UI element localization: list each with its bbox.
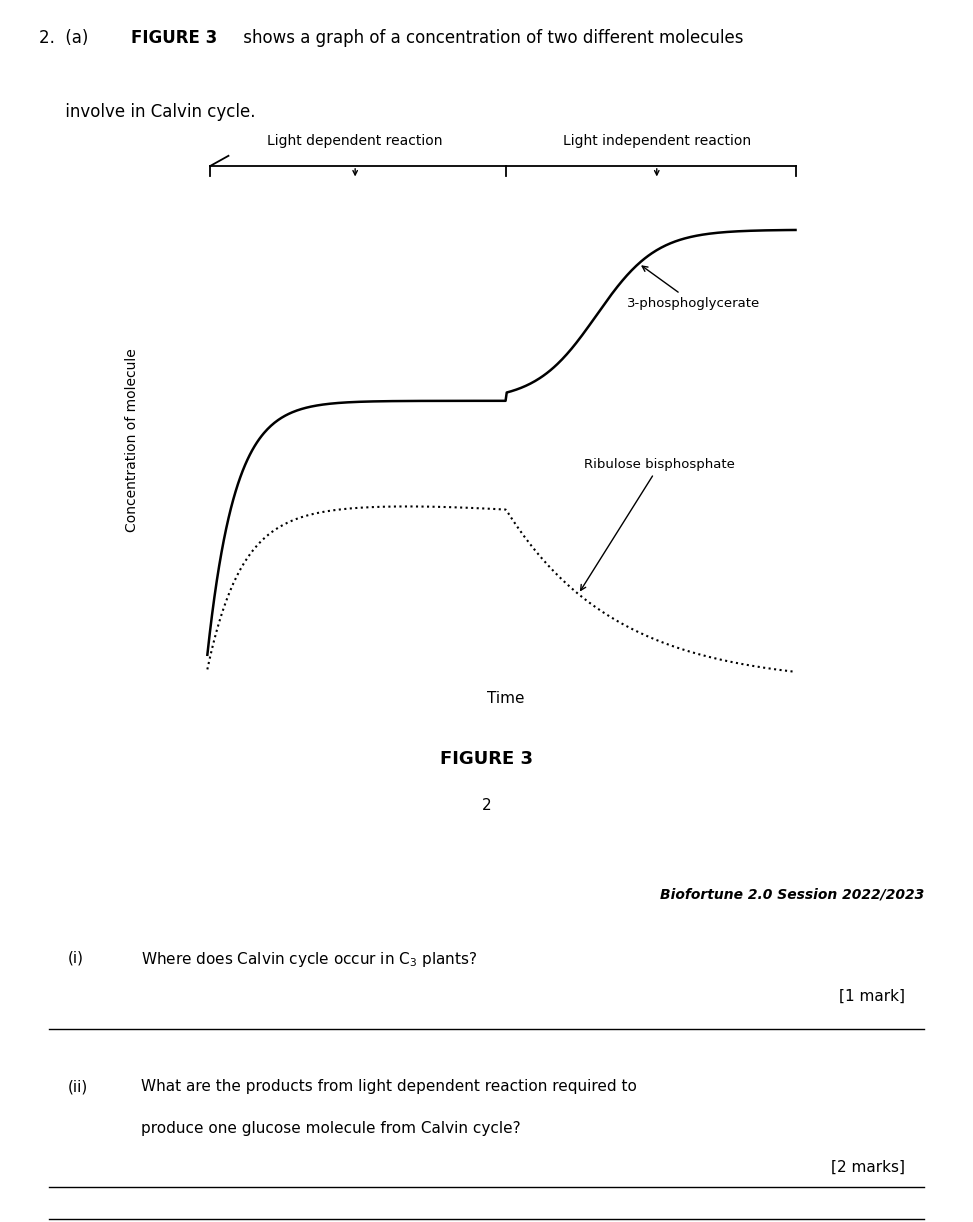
Text: FIGURE 3: FIGURE 3 bbox=[131, 29, 218, 48]
Text: [2 marks]: [2 marks] bbox=[831, 1160, 905, 1174]
Text: (i): (i) bbox=[68, 951, 84, 965]
Text: produce one glucose molecule from Calvin cycle?: produce one glucose molecule from Calvin… bbox=[141, 1121, 521, 1136]
Text: Time: Time bbox=[487, 692, 524, 706]
Text: Light independent reaction: Light independent reaction bbox=[562, 134, 751, 148]
Text: What are the products from light dependent reaction required to: What are the products from light depende… bbox=[141, 1079, 637, 1094]
Text: 2: 2 bbox=[482, 798, 491, 814]
Text: Where does Calvin cycle occur in C$_3$ plants?: Where does Calvin cycle occur in C$_3$ p… bbox=[141, 951, 478, 969]
Text: Biofortune 2.0 Session 2022/2023: Biofortune 2.0 Session 2022/2023 bbox=[660, 887, 924, 902]
Text: Ribulose bisphosphate: Ribulose bisphosphate bbox=[581, 458, 736, 590]
Text: 3-phosphoglycerate: 3-phosphoglycerate bbox=[627, 266, 760, 309]
Text: [1 mark]: [1 mark] bbox=[839, 989, 905, 1003]
Text: 2.  (a): 2. (a) bbox=[39, 29, 93, 48]
Text: involve in Calvin cycle.: involve in Calvin cycle. bbox=[39, 103, 256, 121]
Text: shows a graph of a concentration of two different molecules: shows a graph of a concentration of two … bbox=[238, 29, 744, 48]
Text: Light dependent reaction: Light dependent reaction bbox=[268, 134, 443, 148]
Text: (ii): (ii) bbox=[68, 1079, 89, 1094]
Text: FIGURE 3: FIGURE 3 bbox=[440, 750, 533, 767]
Text: Concentration of molecule: Concentration of molecule bbox=[125, 348, 139, 532]
